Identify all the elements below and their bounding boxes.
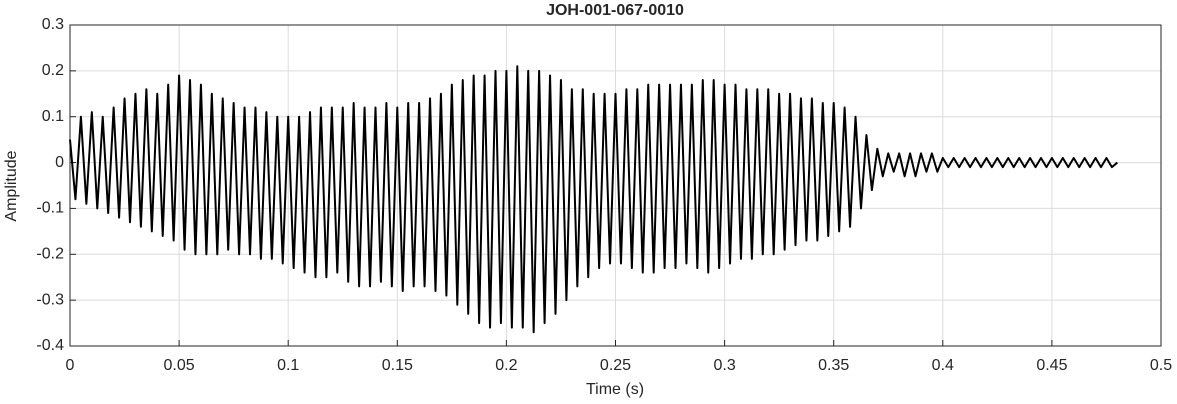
x-tick-label: 0.4: [932, 357, 954, 374]
x-tick-label: 0.1: [277, 357, 299, 374]
x-tick-label: 0.45: [1036, 357, 1067, 374]
x-tick-label: 0.25: [600, 357, 631, 374]
y-tick-label: -0.2: [36, 246, 64, 263]
y-tick-label: 0: [55, 154, 64, 171]
y-axis-label: Amplitude: [3, 150, 20, 221]
plot-frame: [69, 24, 1162, 347]
x-tick-label: 0.5: [1150, 357, 1172, 374]
y-tick-label: 0.3: [42, 16, 64, 33]
x-tick-label: 0.35: [818, 357, 849, 374]
x-axis-label: Time (s): [586, 381, 644, 398]
x-tick-label: 0.3: [713, 357, 735, 374]
chart-title: JOH-001-067-0010: [546, 2, 684, 19]
waveform-line: [69, 65, 1119, 334]
y-tick-label: -0.4: [36, 337, 64, 354]
x-tick-label: 0.15: [382, 357, 413, 374]
y-tick-label: 0.2: [42, 62, 64, 79]
y-tick-label: -0.1: [36, 200, 64, 217]
x-tick-label: 0: [66, 357, 75, 374]
y-tick-label: 0.1: [42, 108, 64, 125]
x-tick-label: 0.05: [164, 357, 195, 374]
y-tick-label: -0.3: [36, 291, 64, 308]
x-tick-label: 0.2: [495, 357, 517, 374]
